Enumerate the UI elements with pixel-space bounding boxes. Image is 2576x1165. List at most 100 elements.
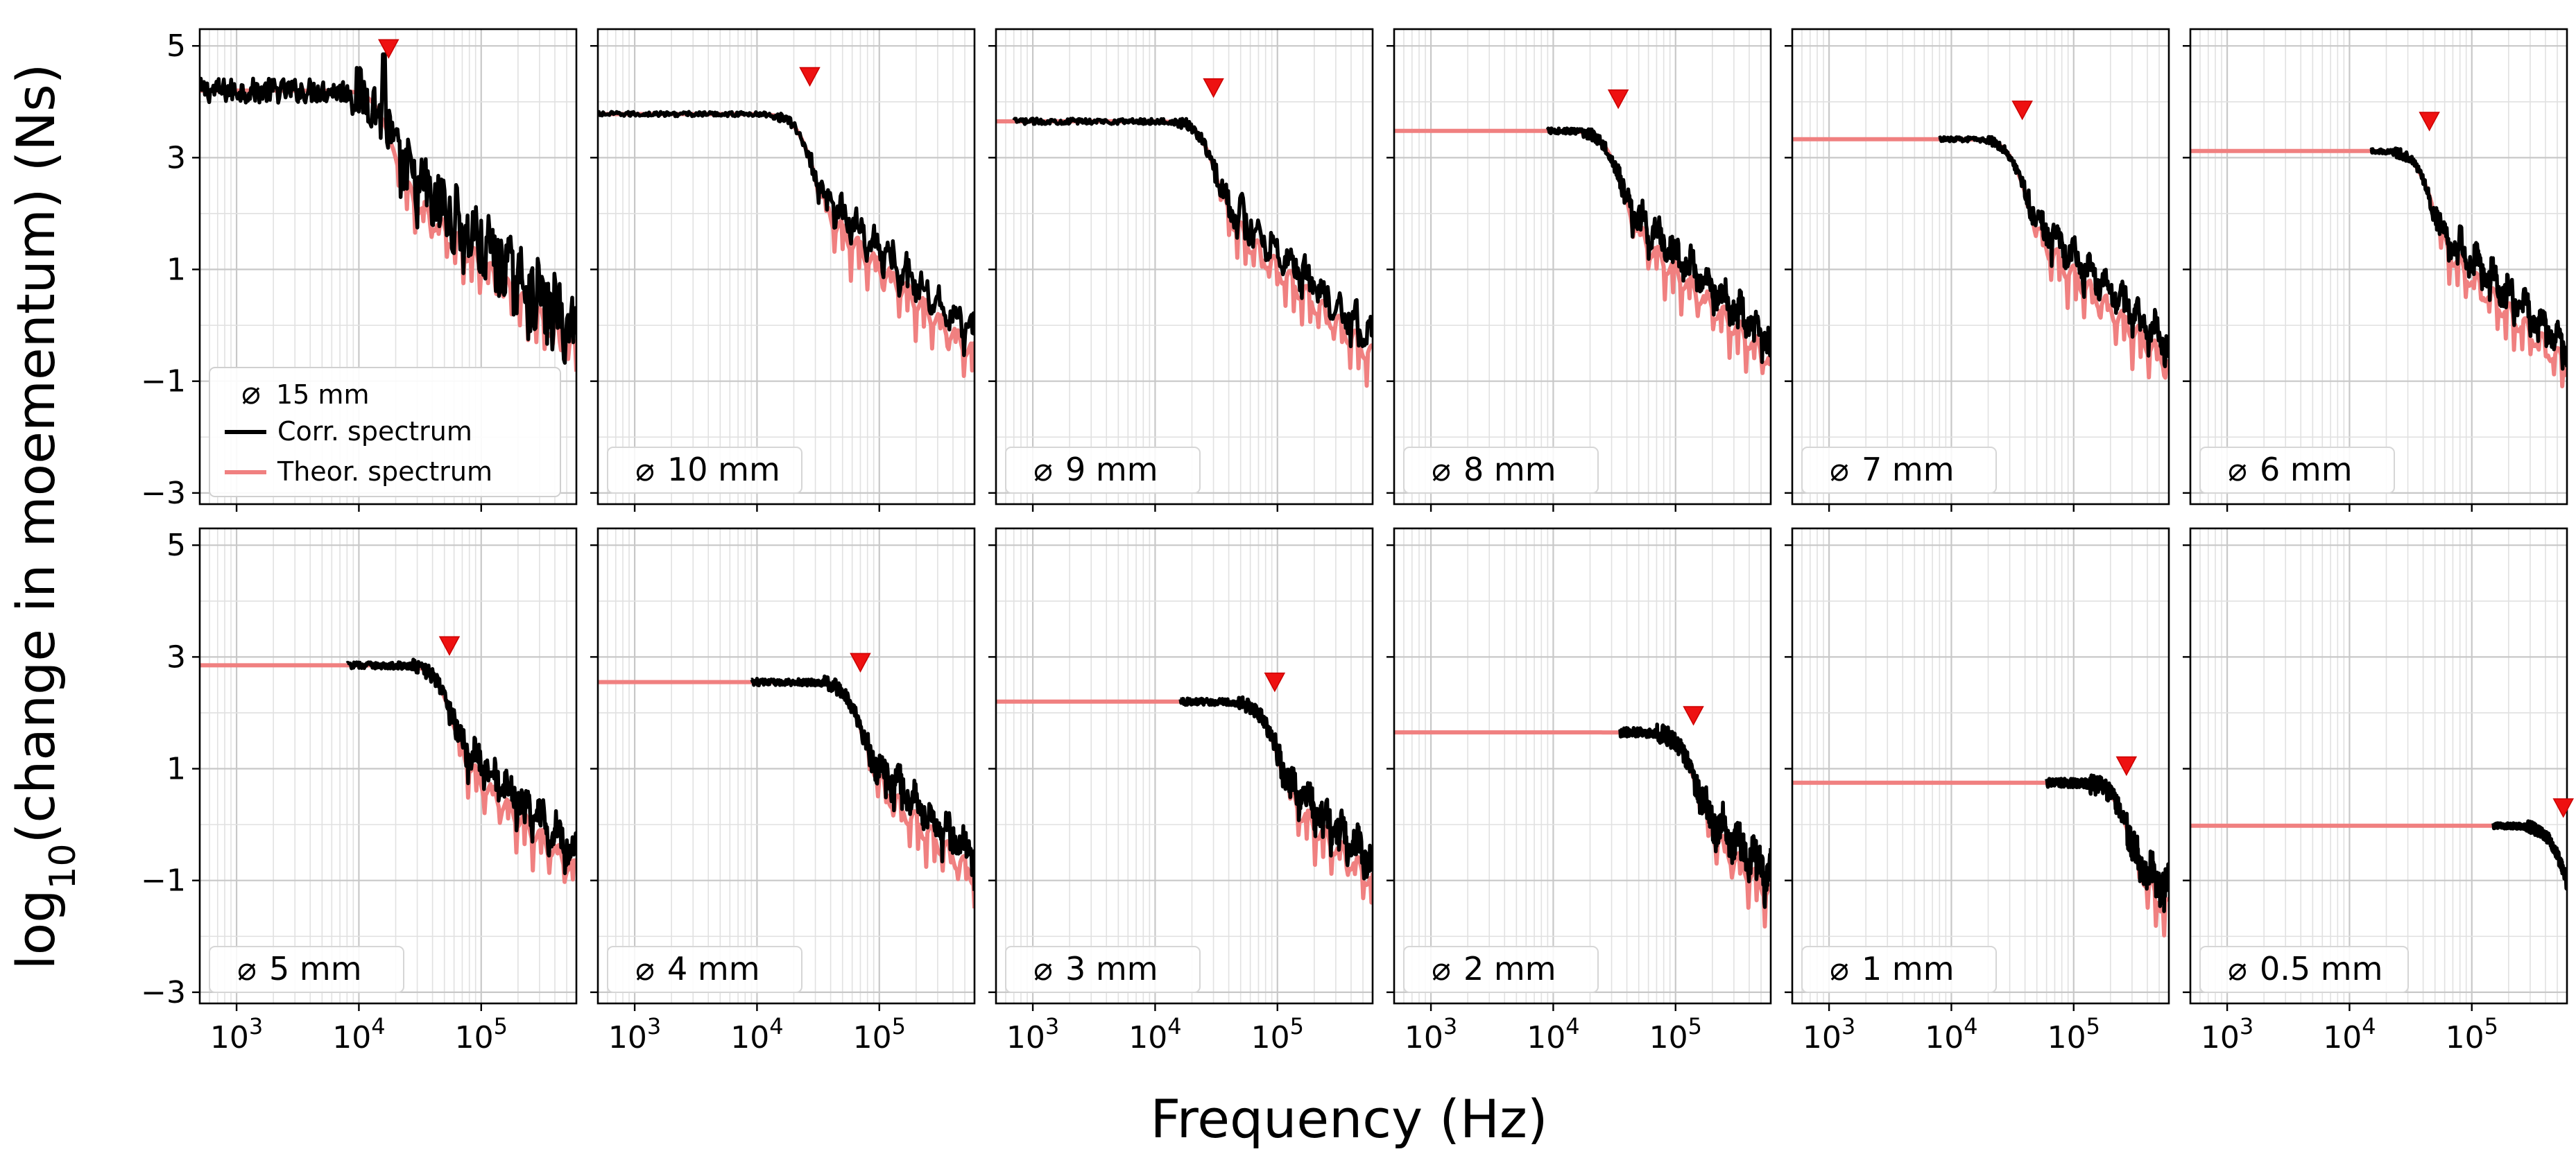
cutoff-marker: [2115, 756, 2138, 777]
x-tick-label: 104: [1925, 1013, 1977, 1055]
x-tick-label: 105: [2047, 1013, 2100, 1055]
corrected-spectrum-line: [200, 52, 576, 365]
diameter-icon: ⌀: [1830, 950, 1849, 987]
x-tick-label: 105: [2446, 1013, 2498, 1055]
panel-label-box: [2199, 946, 2409, 993]
cutoff-marker: [850, 653, 871, 673]
cutoff-markers: [378, 39, 2574, 818]
panel-frame: [1393, 527, 1772, 1005]
panel-label-box: [607, 447, 802, 494]
cutoff-marker: [378, 39, 400, 59]
y-axis-title-log: log: [5, 890, 67, 970]
diameter-icon: ⌀: [1830, 451, 1849, 488]
panel-label-box: [1005, 447, 1201, 494]
x-tick-label: 104: [730, 1013, 783, 1055]
panel-label: 9 mm: [1065, 451, 1158, 488]
corrected-spectrum-line: [1178, 695, 1373, 881]
diameter-icon: ⌀: [635, 451, 655, 488]
x-tick-label: 104: [332, 1013, 385, 1055]
diameter-icon: ⌀: [1033, 451, 1053, 488]
x-tick-label: 105: [1649, 1013, 1702, 1055]
corrected-spectrum-line: [2491, 819, 2567, 891]
legend-title: 15 mm: [276, 379, 369, 410]
x-tick-label: 105: [455, 1013, 508, 1055]
panel-frame: [1791, 527, 2170, 1005]
corrected-spectrum-line: [2369, 146, 2567, 371]
y-tick-label: 3: [166, 639, 186, 675]
theoretical-spectrum-line: [1792, 137, 2169, 380]
y-tick-label: 1: [166, 252, 186, 288]
panel-frames: [192, 28, 2568, 1011]
grid-layer: [200, 29, 2567, 1003]
theoretical-spectrum-line: [598, 112, 974, 379]
legend: ⌀ 15 mm Corr. spectrum Theor. spectrum: [209, 367, 561, 497]
diameter-icon: ⌀: [1033, 950, 1053, 987]
panel-label-box: [1801, 946, 1997, 993]
corrected-spectrum-line: [598, 110, 974, 357]
corrected-spectrum-line: [1618, 722, 1771, 909]
panel-labels: ⌀ 10 mm ⌀ 9 mm ⌀ 8 mm ⌀ 7 mm ⌀ 6 mm ⌀ 5 mm ⌀ 4 mm ⌀ 3 m…: [209, 447, 2409, 993]
theoretical-spectrum-line: [200, 663, 576, 884]
x-tick-label: 104: [1128, 1013, 1181, 1055]
panel-label-box: [2199, 447, 2395, 494]
cutoff-marker: [799, 67, 821, 87]
x-tick-label: 103: [1006, 1013, 1059, 1055]
panel-label-box: [1801, 447, 1997, 494]
diameter-icon: ⌀: [1432, 451, 1451, 488]
panel-frame: [198, 28, 578, 506]
panel-frame: [596, 527, 976, 1005]
panel-label-box: [209, 946, 404, 993]
corrected-spectrum-line: [1012, 116, 1373, 349]
y-tick-label: 5: [166, 28, 186, 64]
panel-label: 10 mm: [667, 451, 780, 488]
cutoff-marker: [2011, 101, 2033, 121]
y-axis-title: log10(change in moementum) (Ns): [5, 64, 84, 970]
cutoff-marker: [2552, 798, 2574, 818]
cutoff-marker: [1607, 89, 1629, 110]
x-tick-label: 103: [608, 1013, 661, 1055]
panel-label: 3 mm: [1065, 950, 1158, 987]
panel-label: 2 mm: [1463, 950, 1556, 987]
panel-label-box: [1403, 447, 1599, 494]
theoretical-spectrum-line: [1394, 730, 1771, 929]
panel-label-box: [1403, 946, 1599, 993]
panel-frame: [1393, 28, 1772, 506]
theoretical-spectrum-line: [996, 699, 1373, 905]
cutoff-marker: [1683, 706, 1704, 726]
diameter-icon: ⌀: [241, 374, 261, 411]
panel-frame: [2189, 28, 2568, 506]
theoretical-spectrum-line: [1792, 780, 2169, 938]
diameter-icon: ⌀: [635, 950, 655, 987]
x-tick-label: 104: [1527, 1013, 1579, 1055]
diameter-icon: ⌀: [237, 950, 257, 987]
x-tick-label: 103: [2201, 1013, 2253, 1055]
panel-frame: [1791, 28, 2170, 506]
y-tick-label: −3: [141, 975, 186, 1010]
legend-box: [209, 367, 561, 497]
panel-label: 0.5 mm: [2260, 950, 2382, 987]
corrected-spectrum-line: [750, 674, 974, 891]
y-tick-label: −1: [141, 364, 186, 399]
cutoff-marker: [1264, 672, 1286, 693]
diameter-icon: ⌀: [1432, 950, 1451, 987]
corrected-spectrum-line: [2045, 773, 2169, 913]
panel-label-box: [607, 946, 802, 993]
y-tick-label: 1: [166, 752, 186, 787]
corrected-spectrum-line: [1545, 126, 1771, 364]
y-tick-label: 3: [166, 140, 186, 175]
diameter-icon: ⌀: [2228, 451, 2247, 488]
panel-label: 6 mm: [2260, 451, 2353, 488]
y-tick-label: −3: [141, 476, 186, 511]
theoretical-spectrum-line: [996, 119, 1373, 388]
panel-frame: [995, 527, 1374, 1005]
x-axis-title: Frequency (Hz): [1150, 1088, 1547, 1150]
cutoff-marker: [438, 636, 461, 656]
x-tick-label: 103: [210, 1013, 263, 1055]
panel-frame: [2189, 527, 2568, 1005]
corrected-spectra: [200, 52, 2567, 913]
panel-frame: [198, 527, 578, 1005]
cutoff-marker: [2419, 112, 2440, 132]
x-tick-label: 103: [1803, 1013, 1855, 1055]
